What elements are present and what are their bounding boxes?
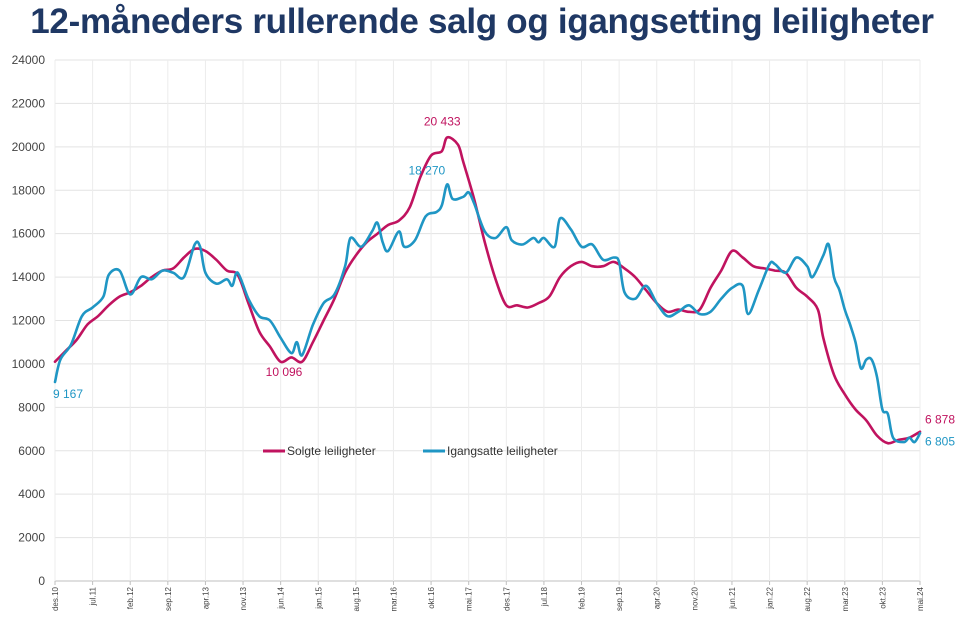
- y-tick-label: 16000: [12, 227, 46, 241]
- y-tick-label: 24000: [12, 53, 46, 67]
- data-label: 6 805: [925, 434, 955, 448]
- x-tick-label: okt.23: [878, 586, 887, 608]
- data-label: 9 167: [53, 387, 83, 401]
- x-tick-label: jan.15: [314, 586, 323, 609]
- x-tick-label: mar.16: [389, 586, 398, 611]
- x-tick-label: okt.16: [427, 586, 436, 608]
- x-tick-label: nov.20: [690, 586, 699, 610]
- data-label: 6 878: [925, 413, 955, 427]
- y-tick-label: 2000: [18, 531, 45, 545]
- legend-label: Solgte leiligheter: [287, 444, 376, 458]
- data-label: 18 270: [409, 163, 446, 177]
- series-line-solgte: [53, 135, 922, 445]
- y-tick-label: 10000: [12, 357, 46, 371]
- x-tick-label: jan.22: [766, 586, 775, 609]
- y-tick-label: 0: [38, 574, 45, 588]
- x-tick-label: feb.12: [126, 586, 135, 609]
- legend-label: Igangsatte leiligheter: [447, 444, 558, 458]
- legend: Solgte leiligheter Igangsatte leiligheter: [263, 444, 558, 458]
- x-tick-label: jul.11: [89, 586, 98, 606]
- x-tick-label: sep.12: [164, 586, 173, 611]
- x-tick-label: apr.13: [201, 586, 210, 609]
- y-tick-label: 8000: [18, 400, 45, 414]
- chart-title: 12-måneders rullerende salg og igangsett…: [30, 2, 934, 41]
- x-tick-label: sep.19: [615, 586, 624, 611]
- axis-layer: 0 2000 4000 6000 8000 10000 12000 14000 16000 180…: [12, 53, 925, 611]
- x-tick-label: jun.21: [728, 586, 737, 609]
- x-tick-label: feb.19: [578, 586, 587, 609]
- grid-layer: [54, 59, 921, 582]
- x-tick-label: aug.15: [352, 586, 361, 611]
- x-tick-label: mar.23: [841, 586, 850, 611]
- x-tick-label: aug.22: [803, 586, 812, 611]
- label-layer: 9 167 10 096 20 433 18 270 6 878 6 805: [53, 114, 955, 448]
- y-tick-label: 18000: [12, 183, 46, 197]
- x-tick-label: des.17: [502, 586, 511, 611]
- y-tick-label: 4000: [18, 487, 45, 501]
- x-tick-label: mai.17: [465, 586, 474, 611]
- series-line-igangsatte: [53, 183, 922, 444]
- x-tick-label: jun.14: [277, 586, 286, 609]
- data-label: 20 433: [424, 114, 461, 128]
- x-tick-label: nov.13: [239, 586, 248, 610]
- series-layer: [53, 135, 922, 445]
- y-tick-label: 14000: [12, 270, 46, 284]
- y-tick-label: 22000: [12, 96, 46, 110]
- y-tick-label: 12000: [12, 314, 46, 328]
- y-tick-label: 6000: [18, 444, 45, 458]
- x-tick-label: mai.24: [916, 586, 925, 611]
- data-label: 10 096: [266, 365, 303, 379]
- y-tick-label: 20000: [12, 140, 46, 154]
- x-tick-label: des.10: [51, 586, 60, 611]
- x-tick-label: apr.20: [653, 586, 662, 609]
- x-tick-label: jul.18: [540, 586, 549, 607]
